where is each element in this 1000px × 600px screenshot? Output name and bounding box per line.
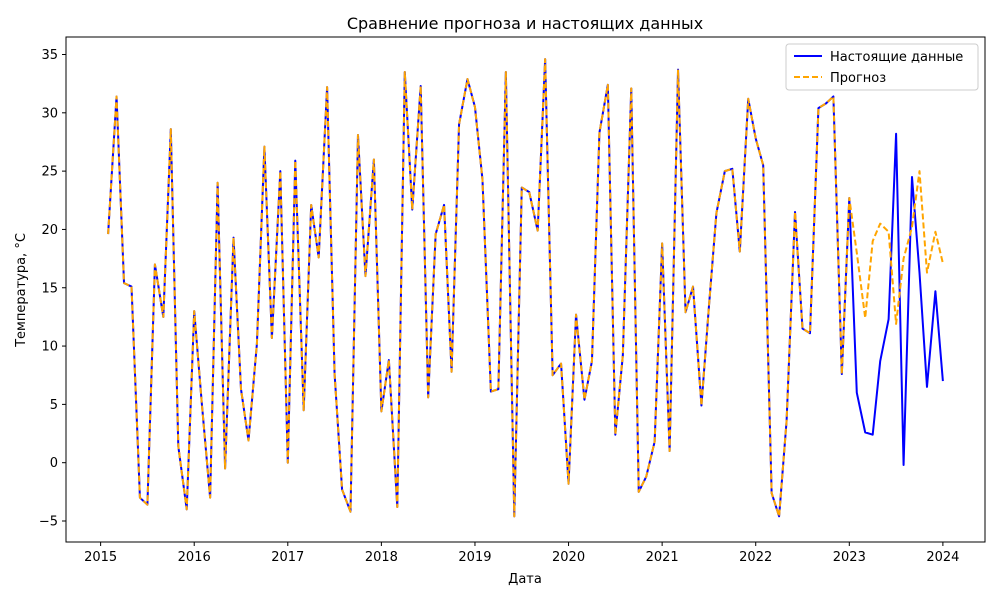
- x-tick-label: 2016: [178, 550, 211, 565]
- y-tick-label: 15: [41, 281, 58, 296]
- plot-frame: [65, 36, 986, 543]
- x-tick-label: 2017: [271, 550, 304, 565]
- y-tick-label: 0: [50, 456, 58, 471]
- y-tick-label: −5: [39, 515, 58, 530]
- x-tick-label: 2023: [833, 550, 866, 565]
- y-tick-label: 20: [41, 223, 58, 238]
- x-tick-label: 2021: [646, 550, 679, 565]
- legend-box: [785, 43, 979, 91]
- x-tick-label: 2015: [84, 550, 117, 565]
- x-tick-label: 2019: [458, 550, 491, 565]
- y-tick-label: 35: [41, 48, 58, 63]
- y-tick-label: 10: [41, 340, 58, 355]
- series-layer: [107, 58, 944, 518]
- x-axis-title: Дата: [508, 572, 542, 587]
- y-axis: −5 0 5 10 15 20 25 30 35: [39, 48, 66, 530]
- series-line-forecast: [107, 58, 944, 518]
- chart-title: Сравнение прогноза и настоящих данных: [347, 14, 703, 33]
- x-tick-label: 2018: [365, 550, 398, 565]
- plot-area: 2015 2016 2017 2018 2019 2020 2021 2022 2023 2024…: [39, 36, 986, 565]
- legend-label-forecast: Прогноз: [830, 71, 886, 86]
- legend: Настоящие данные Прогноз: [785, 43, 979, 91]
- x-tick-label: 2020: [552, 550, 585, 565]
- legend-label-actual: Настоящие данные: [830, 50, 963, 65]
- x-tick-label: 2022: [739, 550, 772, 565]
- y-tick-label: 25: [41, 165, 58, 180]
- y-tick-label: 30: [41, 106, 58, 121]
- y-tick-label: 5: [50, 398, 58, 413]
- x-axis: 2015 2016 2017 2018 2019 2020 2021 2022 2023 2024: [84, 542, 959, 565]
- y-axis-title: Температура, °C: [14, 233, 29, 348]
- x-tick-label: 2024: [926, 550, 959, 565]
